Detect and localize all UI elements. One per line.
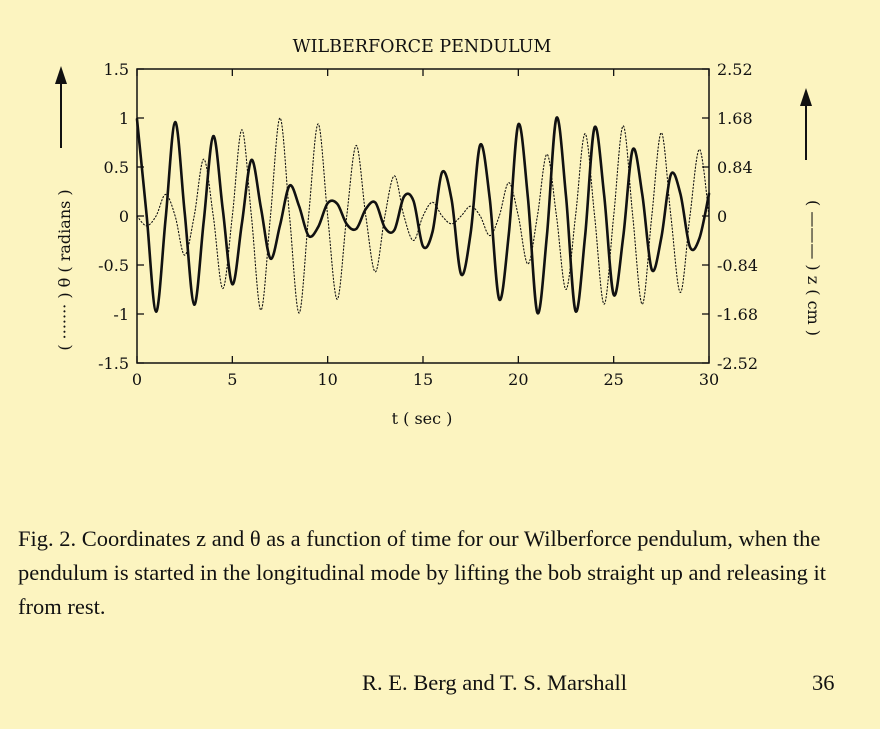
y-tick-label-right: -0.84 [717,256,758,275]
y-tick-label-left: 1.5 [104,60,129,79]
x-tick-label: 30 [699,370,719,389]
x-tick-label: 15 [413,370,433,389]
y-tick-label-right: 1.68 [717,109,753,128]
y-tick-label-right: -2.52 [717,354,758,373]
up-arrow-icon-right [800,88,812,160]
left-y-axis-label: ( ······· ) θ ( radians ) [55,189,74,350]
right-y-axis-label: ( ——— ) z ( cm ) [804,200,823,336]
x-tick-label: 25 [603,370,623,389]
theta-angle-line [136,117,710,314]
y-tick-label-right: -1.68 [717,305,758,324]
y-tick-label-left: 0.5 [104,158,129,177]
wilberforce-chart: WILBERFORCE PENDULUM 0 5 10 15 20 25 30 1.5 1 0.… [55,37,823,428]
y-tick-label-right: 0 [717,207,727,226]
y-tick-label-left: 0 [119,207,129,226]
caption-text: Coordinates z and θ as a function of tim… [18,526,826,619]
y-tick-label-right: 2.52 [717,60,753,79]
y-tick-label-right: 0.84 [717,158,753,177]
x-tick-label: 20 [508,370,528,389]
x-tick-label: 5 [227,370,237,389]
up-arrow-icon-left [55,66,67,148]
x-axis-label: t ( sec ) [392,409,453,428]
chart-title: WILBERFORCE PENDULUM [293,37,552,57]
caption-label: Fig. 2. [18,526,77,551]
y-tick-label-left: -1.5 [98,354,129,373]
author-credit: R. E. Berg and T. S. Marshall [362,670,627,695]
x-axis: 0 5 10 15 20 25 30 [132,69,719,389]
y-tick-label-left: -0.5 [98,256,129,275]
y-tick-label-left: 1 [119,109,129,128]
x-tick-label: 0 [132,370,142,389]
series-layer [135,116,711,315]
left-y-axis: 1.5 1 0.5 0 -0.5 -1 -1.5 [98,60,144,373]
y-tick-label-left: -1 [113,305,129,324]
z-displacement-line [135,116,711,315]
right-y-axis: 2.52 1.68 0.84 0 -0.84 -1.68 -2.52 [702,60,758,373]
x-tick-label: 10 [317,370,337,389]
figure-caption: Fig. 2. Coordinates z and θ as a functio… [18,522,853,624]
page-number: 36 [812,670,835,695]
